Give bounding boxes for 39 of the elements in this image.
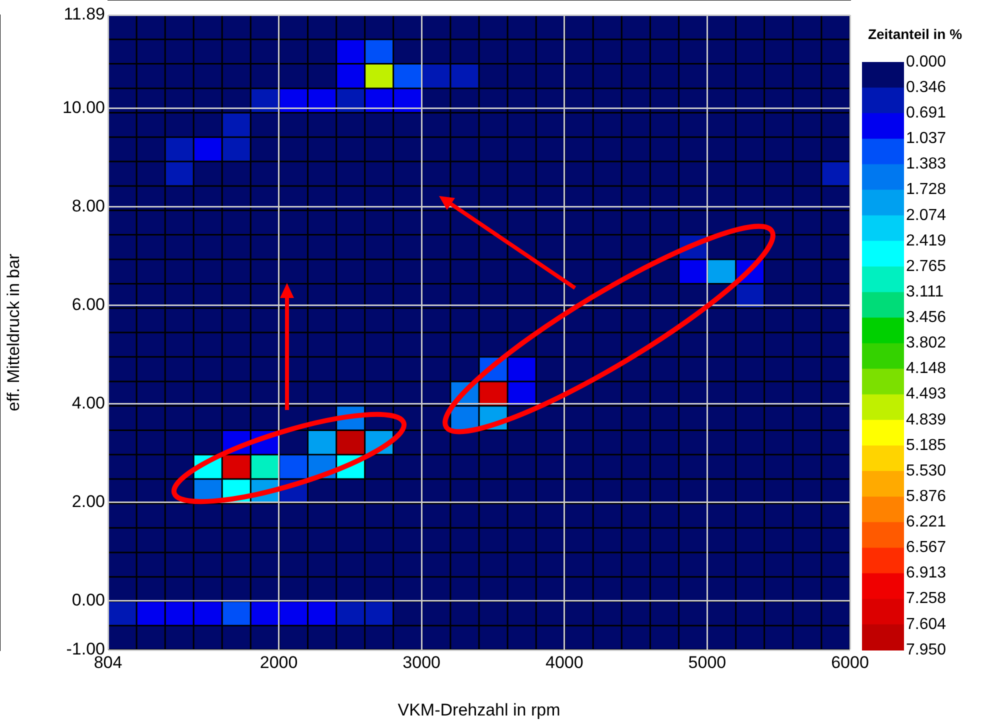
- color-bar-label: 6.567: [906, 539, 946, 556]
- color-bar-label: 7.604: [906, 616, 946, 633]
- color-bar-label: 1.383: [906, 156, 946, 173]
- y-tick-label: 11.89: [64, 4, 105, 24]
- color-bar-label: 5.876: [906, 488, 946, 506]
- color-bar-label: 3.111: [906, 284, 944, 301]
- color-bar-title: Zeitanteil in %: [868, 26, 963, 42]
- color-bar-label: 6.913: [906, 564, 946, 582]
- color-bar-label: 7.950: [906, 641, 946, 658]
- color-bar-label: 4.839: [906, 411, 946, 428]
- y-tick-label: 4.00: [72, 393, 105, 412]
- x-tick-label: 6000: [831, 652, 869, 672]
- y-tick-label: 2.00: [72, 492, 105, 511]
- y-axis-title: eff. Mitteldruck in bar: [4, 253, 23, 412]
- color-bar-label: 3.456: [906, 309, 946, 326]
- color-bar-label: 2.074: [906, 206, 946, 224]
- color-bar-label: 0.000: [906, 53, 946, 70]
- x-tick-label: 3000: [402, 652, 441, 672]
- y-tick-label: 6.00: [72, 294, 105, 314]
- x-tick-label: 5000: [688, 652, 726, 672]
- color-bar-label: 2.765: [906, 258, 946, 275]
- color-bar-label: 3.802: [906, 334, 946, 352]
- color-bar-label: 7.258: [906, 590, 946, 608]
- color-bar-label: 2.419: [906, 232, 946, 250]
- y-tick-label: 8.00: [72, 196, 105, 216]
- color-bar-label: 0.346: [906, 78, 946, 96]
- color-bar-label: 5.530: [906, 462, 946, 480]
- x-tick-label: 2000: [260, 652, 298, 672]
- y-tick-label: 0.00: [72, 590, 105, 610]
- color-bar-label: 1.728: [906, 181, 946, 198]
- color-bar-label: 0.691: [906, 104, 946, 122]
- y-tick-label: 10.00: [62, 98, 105, 117]
- color-bar-label: 1.037: [906, 130, 946, 148]
- color-bar-label: 4.148: [906, 360, 946, 378]
- x-axis-title: VKM-Drehzahl in rpm: [398, 700, 560, 720]
- color-bar-label: 4.493: [906, 386, 946, 403]
- color-bar-label: 6.221: [906, 514, 946, 531]
- color-bar-label: 5.185: [906, 436, 946, 454]
- x-tick-label: 4000: [545, 652, 584, 672]
